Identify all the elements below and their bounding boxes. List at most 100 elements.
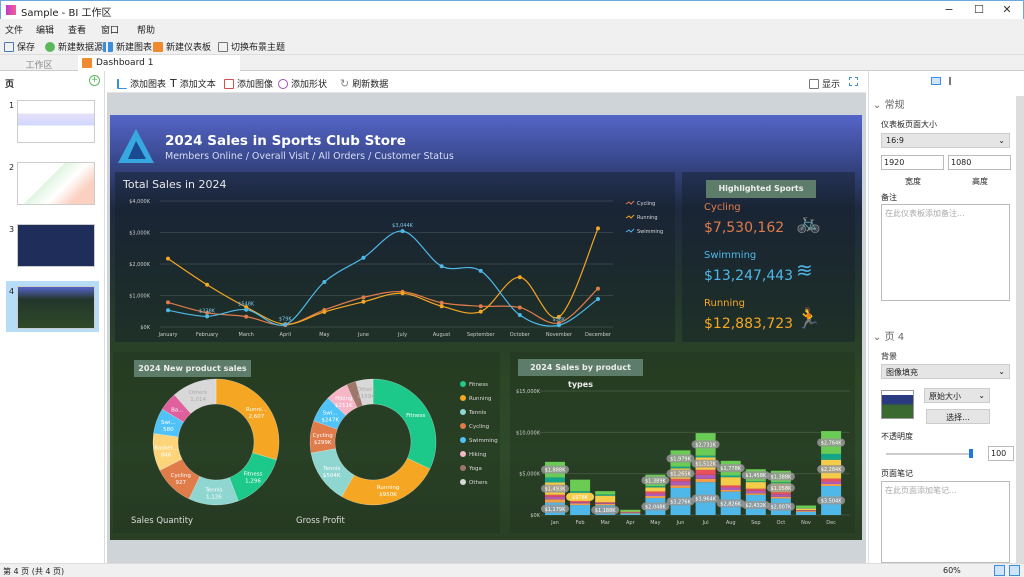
x-tick-label: August bbox=[433, 332, 451, 338]
legend-item: Cycling bbox=[637, 201, 655, 207]
dashboard-notes-textarea[interactable]: 在此仪表板添加备注... bbox=[881, 204, 1010, 301]
add-text-button[interactable]: T 添加文本 bbox=[170, 77, 216, 90]
chart-icon bbox=[103, 41, 113, 52]
menu-file[interactable]: 文件 bbox=[5, 26, 24, 36]
line-series-cycling bbox=[167, 288, 599, 326]
dashboard-page[interactable]: 2024 Sales in Sports Club Store Members … bbox=[110, 115, 862, 540]
page-section-toggle[interactable]: ⌄ 页 4 bbox=[873, 332, 905, 343]
sales-quantity-label: Sales Quantity bbox=[131, 516, 194, 526]
properties-scrollbar[interactable] bbox=[1016, 96, 1024, 563]
canvas-toolbar: 添加图表 T 添加文本 添加图像 添加形状 ↻ 刷新数据 显示 bbox=[107, 71, 866, 93]
add-page-button[interactable]: + bbox=[89, 75, 100, 86]
x-tick-label: April bbox=[280, 332, 291, 338]
right-panel-toggle-icon[interactable] bbox=[1009, 565, 1020, 576]
slice-value: $299K bbox=[314, 440, 332, 446]
line-chart-panel: Total Sales in 2024 $0K $1,000K $2,000K $3,… bbox=[115, 172, 675, 342]
refresh-data-button[interactable]: ↻ 刷新数据 bbox=[340, 77, 389, 90]
background-value: 图像填充 bbox=[886, 368, 918, 377]
x-tick-label: February bbox=[196, 332, 218, 338]
x-tick-label: Aug bbox=[726, 520, 736, 526]
page-size-select[interactable]: 16:9 ⌄ bbox=[881, 133, 1010, 148]
bar-segment bbox=[796, 505, 816, 508]
x-tick-label: September bbox=[467, 332, 496, 338]
page-thumbnail-3[interactable] bbox=[17, 224, 95, 267]
width-input[interactable]: 1920 bbox=[881, 155, 944, 170]
general-section-toggle[interactable]: ⌄ 常规 bbox=[873, 100, 905, 111]
bar-segment bbox=[645, 486, 666, 488]
y-tick-label: $0K bbox=[530, 513, 540, 519]
bar-segment bbox=[570, 503, 591, 506]
slice-label: Others bbox=[357, 387, 376, 393]
menu-window[interactable]: 窗口 bbox=[101, 26, 120, 36]
page-thumbnail-4[interactable] bbox=[17, 286, 95, 329]
menu-view[interactable]: 查看 bbox=[68, 26, 87, 36]
data-point bbox=[400, 229, 405, 234]
data-point bbox=[517, 275, 522, 280]
data-label: $1,388K bbox=[771, 474, 792, 480]
x-tick-label: January bbox=[158, 332, 178, 338]
add-image-button[interactable]: 添加图像 bbox=[224, 77, 273, 90]
new-chart-button[interactable]: 新建图表 bbox=[103, 40, 152, 53]
theme-icon bbox=[218, 41, 228, 52]
status-bar: 第 4 页 (共 4 页) 60% bbox=[0, 563, 1024, 577]
new-dashboard-button[interactable]: 新建仪表板 bbox=[153, 40, 211, 53]
highlighted-sports-title: Highlighted Sports bbox=[706, 180, 816, 198]
new-datasource-button[interactable]: 新建数据源 bbox=[45, 40, 103, 53]
close-button[interactable]: ✕ bbox=[1002, 3, 1012, 16]
slice-value: 1,014 bbox=[190, 397, 206, 403]
zoom-level: 60% bbox=[943, 566, 961, 575]
background-label: 背景 bbox=[881, 352, 897, 361]
tab-dashboard-1[interactable]: Dashboard 1 bbox=[78, 55, 240, 71]
data-label: $3,044K bbox=[392, 223, 413, 229]
add-chart-button[interactable]: 添加图表 bbox=[117, 77, 166, 90]
data-point bbox=[596, 226, 600, 231]
menu-help[interactable]: 帮助 bbox=[137, 26, 156, 36]
window-title: Sample - BI 工作区 bbox=[21, 8, 112, 19]
opacity-slider[interactable] bbox=[886, 453, 972, 455]
choose-image-button[interactable]: 选择... bbox=[926, 409, 990, 424]
height-input[interactable]: 1080 bbox=[948, 155, 1011, 170]
data-point bbox=[556, 314, 561, 319]
pages-title: 页 bbox=[5, 80, 15, 90]
fullscreen-icon[interactable] bbox=[849, 77, 858, 86]
page-thumbnail-1[interactable] bbox=[17, 100, 95, 143]
add-shape-button[interactable]: 添加形状 bbox=[278, 77, 327, 90]
data-label: $2,284K bbox=[821, 467, 842, 473]
menu-edit[interactable]: 编辑 bbox=[36, 26, 55, 36]
slice-label: Tennis bbox=[204, 487, 222, 493]
maximize-button[interactable]: ☐ bbox=[974, 3, 984, 16]
image-size-select[interactable]: 原始大小 ⌄ bbox=[924, 388, 990, 403]
opacity-input[interactable]: 100 bbox=[988, 446, 1014, 461]
background-select[interactable]: 图像填充 ⌄ bbox=[881, 364, 1010, 379]
data-label-bg bbox=[741, 471, 770, 480]
page-notes-textarea[interactable]: 在此页面添加笔记... bbox=[881, 481, 1010, 563]
slice-value: 927 bbox=[175, 480, 186, 486]
save-button[interactable]: 保存 bbox=[4, 40, 35, 53]
y-tick-label: $4,000K bbox=[129, 199, 150, 205]
left-panel-toggle-icon[interactable] bbox=[994, 565, 1005, 576]
opacity-slider-thumb[interactable] bbox=[969, 449, 973, 458]
display-button[interactable]: 显示 bbox=[809, 77, 840, 90]
data-label: $978K bbox=[572, 495, 589, 501]
page-thumbnail-2[interactable] bbox=[17, 162, 95, 205]
slice-label: Runni... bbox=[246, 407, 267, 413]
minimize-button[interactable]: − bbox=[944, 3, 954, 16]
x-tick-label: Sep bbox=[751, 520, 760, 526]
layout-tab-icon[interactable] bbox=[949, 77, 957, 85]
data-label: $2,432K bbox=[745, 503, 766, 509]
donut-slice bbox=[355, 378, 374, 406]
bar-segment bbox=[645, 491, 666, 494]
tab-workspace[interactable]: 工作区 bbox=[25, 61, 53, 71]
data-label: $1,493K bbox=[545, 487, 566, 493]
switch-theme-button[interactable]: 切换布景主题 bbox=[218, 40, 285, 53]
dashboard-icon bbox=[153, 41, 163, 52]
highlight-sport-value: $13,247,443 bbox=[704, 268, 794, 284]
data-label-bg bbox=[716, 499, 745, 508]
legend-marker bbox=[460, 479, 466, 485]
slice-label: Swi... bbox=[161, 420, 176, 426]
slice-value: 2,607 bbox=[249, 414, 265, 420]
legend-marker bbox=[460, 423, 466, 429]
properties-tab-icon[interactable] bbox=[931, 77, 941, 85]
chevron-down-icon: ⌄ bbox=[998, 136, 1005, 145]
bar-panel: 2024 Sales by product types $0K $5,000K $1… bbox=[510, 352, 855, 533]
